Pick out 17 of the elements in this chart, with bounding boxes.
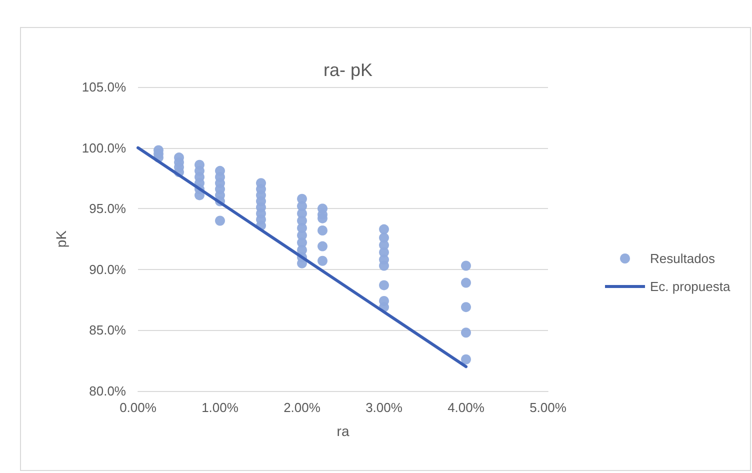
x-axis-title: ra: [336, 423, 350, 439]
x-tick-label: 5.00%: [530, 400, 567, 415]
y-tick-label: 100.0%: [82, 140, 126, 156]
y-tick-label: 105.0%: [82, 80, 126, 94]
x-tick-label: 4.00%: [448, 400, 485, 415]
x-tick-label: 1.00%: [202, 400, 239, 415]
legend-label: Resultados: [650, 251, 716, 266]
y-tick-label: 80.0%: [89, 384, 126, 398]
x-tick-label: 3.00%: [366, 400, 403, 415]
x-tick-label: 2.00%: [284, 400, 321, 415]
y-tick-label: 90.0%: [89, 262, 126, 277]
chart-title: ra- pK: [323, 60, 373, 80]
y-tick-label: 85.0%: [89, 322, 126, 338]
y-axis-title: pK: [53, 230, 69, 248]
x-tick-label: 0.00%: [120, 400, 157, 415]
y-tick-label: 95.0%: [89, 201, 126, 216]
legend-label: Ec. propuesta: [650, 279, 731, 294]
